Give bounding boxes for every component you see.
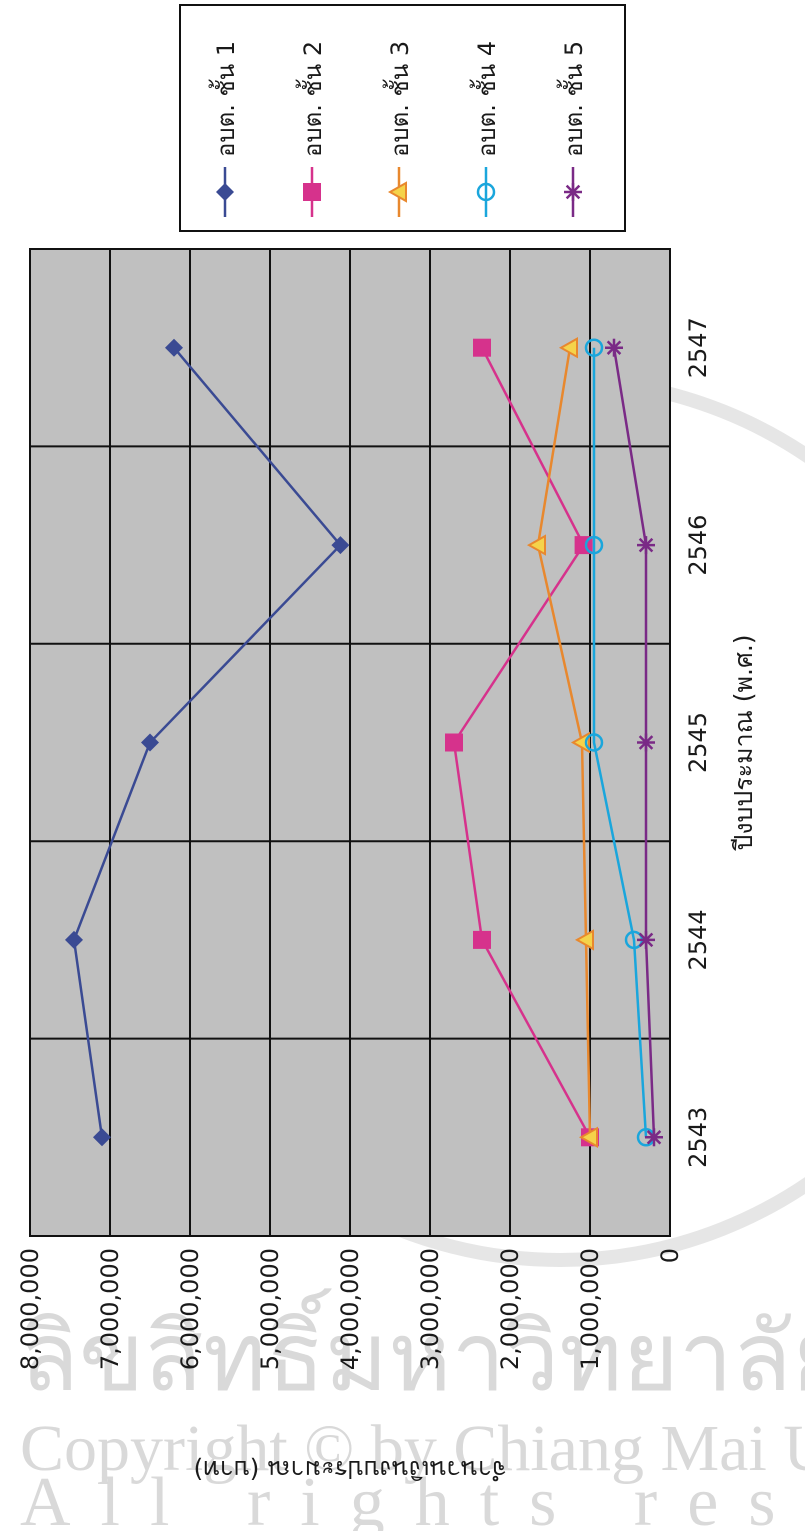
watermark-line-2: Copyright © by Chiang Mai University — [20, 1412, 805, 1485]
data-point-series-5 — [637, 536, 655, 555]
legend-marker-5 — [564, 183, 582, 201]
legend-marker-4 — [476, 182, 496, 202]
y-tick-label: 2,000,000 — [496, 1248, 524, 1370]
legend-label-2: อบต. ชั้น 2 — [295, 41, 327, 157]
copyright-watermark: ลิขสิทธิ์มหาวิทยาลัยเชียงใหม่ Copyright … — [20, 373, 805, 1531]
y-tick-label: 8,000,000 — [16, 1248, 44, 1370]
asterisk-stroke — [638, 735, 654, 750]
x-tick-label: 2547 — [684, 317, 712, 378]
x-axis-title: ปีงบประมาณ (พ.ศ.) — [729, 634, 758, 851]
legend-label-5: อบต. ชั้น 5 — [556, 41, 588, 157]
watermark-line-3: All rights reserved — [20, 1464, 805, 1531]
asterisk-stroke — [638, 932, 654, 948]
data-point-series-2 — [473, 930, 491, 949]
y-tick-label: 0 — [656, 1248, 684, 1263]
legend-marker-2 — [303, 183, 321, 201]
data-point-series-3 — [526, 534, 546, 556]
y-tick-label: 5,000,000 — [256, 1248, 284, 1370]
x-tick-label: 2545 — [684, 712, 712, 773]
data-point-series-3 — [574, 929, 594, 951]
data-point-series-5 — [637, 930, 655, 949]
data-point-series-5 — [637, 733, 655, 752]
x-tick-label: 2544 — [684, 909, 712, 970]
series-lines — [65, 336, 663, 1149]
x-tick-label: 2543 — [684, 1107, 712, 1168]
y-axis-ticks: 0 1,000,000 2,000,000 3,000,000 4,000,000 5,0… — [16, 1248, 684, 1370]
plot-border — [29, 248, 671, 1237]
legend-label-3: อบต. ชั้น 3 — [382, 41, 414, 157]
legend-marker-3 — [387, 181, 407, 203]
x-tick-label: 2546 — [684, 515, 712, 576]
asterisk-stroke — [646, 1130, 662, 1145]
series-line-4 — [592, 347, 648, 1138]
data-point-series-3 — [578, 1126, 598, 1149]
y-tick-label: 6,000,000 — [176, 1248, 204, 1370]
data-point-series-5 — [645, 1128, 663, 1147]
asterisk-stroke — [638, 537, 654, 553]
data-point-series-1 — [65, 930, 83, 949]
data-point-series-5 — [605, 338, 623, 357]
watermark-line-1: ลิขสิทธิ์มหาวิทยาลัยเชียงใหม่ — [20, 1288, 805, 1411]
legend: อบต. ชั้น 1 อบต. ชั้น 2 อบต. ชั้น 3 อบต. ชั… — [179, 4, 626, 232]
data-point-series-1 — [331, 536, 350, 555]
legend-label-1: อบต. ชั้น 1 — [208, 41, 240, 157]
y-tick-label: 4,000,000 — [336, 1248, 364, 1370]
data-point-series-1 — [165, 338, 183, 357]
legend-box — [179, 4, 626, 232]
x-axis-ticks: 2543 2544 2545 2546 2547 — [684, 317, 712, 1168]
y-tick-label: 1,000,000 — [576, 1248, 604, 1370]
data-point-series-3 — [570, 731, 590, 754]
data-point-series-4 — [584, 733, 604, 752]
chart-root: 0 1,000,000 2,000,000 3,000,000 4,000,000 5,0… — [16, 4, 758, 1484]
legend-label-4: อบต. ชั้น 4 — [469, 41, 501, 157]
data-point-series-2 — [473, 338, 491, 357]
data-point-series-2 — [445, 733, 463, 752]
asterisk-stroke — [565, 184, 581, 200]
data-point-series-1 — [141, 733, 159, 752]
data-point-series-3 — [558, 336, 578, 359]
y-tick-label: 7,000,000 — [96, 1248, 124, 1370]
y-axis-title: จำนวนเงินงบประมาณ (บาท) — [193, 1455, 506, 1484]
legend-marker-1 — [216, 183, 234, 201]
data-point-series-4 — [584, 535, 604, 555]
asterisk-stroke — [606, 340, 622, 355]
data-point-series-4 — [584, 338, 604, 357]
y-tick-label: 3,000,000 — [416, 1248, 444, 1370]
